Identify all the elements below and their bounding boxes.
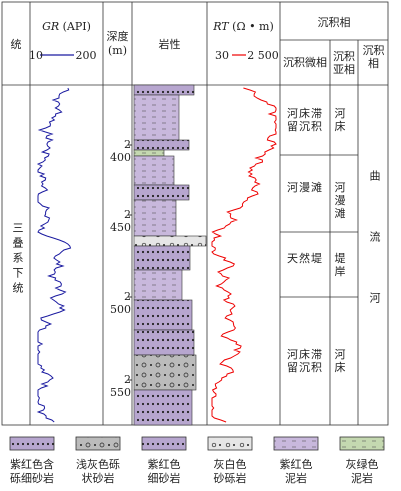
- microfacies: 河漫滩: [287, 180, 323, 194]
- subfacies: 堤岸: [334, 251, 346, 278]
- microfacies: 河床滞留沉积: [287, 107, 323, 133]
- legend-swatch: [141, 436, 187, 451]
- lithology-bed: [133, 299, 193, 331]
- legend-swatch: [75, 436, 121, 451]
- rt-curve: [211, 87, 277, 423]
- legend-label: 状砂岩: [81, 472, 115, 485]
- lithology-bed: [133, 245, 191, 271]
- lithology-bed: [133, 199, 177, 237]
- lithology-bed: [133, 149, 165, 157]
- microfacies: 河床滞留沉积: [287, 348, 323, 374]
- lithology-bed: [133, 139, 190, 151]
- legend-label: 浅灰色砾: [76, 458, 120, 471]
- scale-label: 200: [75, 49, 97, 62]
- lithology-bed: [133, 94, 180, 141]
- subfacies: 河漫滩: [334, 180, 346, 220]
- legend-label: 泥岩: [351, 472, 373, 485]
- legend-swatch: [273, 436, 319, 451]
- legend-label: 细砂岩: [147, 472, 181, 485]
- header: 深度: [106, 30, 129, 43]
- depth-tick-label: 2 400: [110, 138, 131, 164]
- depth-tick-label: 2 450: [110, 208, 131, 234]
- subfacies: 河床: [334, 107, 346, 133]
- legend-swatch: [9, 436, 55, 451]
- subfacies: 河床: [334, 348, 346, 374]
- header: RT (Ω • m): [207, 20, 280, 33]
- lithology-bed: [133, 329, 195, 356]
- depth-tick-label: 2 500: [110, 290, 131, 316]
- header: 沉积相: [317, 16, 351, 29]
- legend-label: 紫红色: [147, 458, 181, 471]
- header: 统: [10, 38, 22, 51]
- lithology-bed: [133, 269, 183, 301]
- microfacies: 天然堤: [287, 251, 323, 265]
- header: (API): [62, 20, 91, 33]
- gr-curve: [36, 87, 72, 423]
- header: 沉积相: [362, 44, 385, 70]
- legend-label: 砾细砂岩: [10, 472, 54, 485]
- header: 岩性: [158, 38, 181, 51]
- stratum: 三叠系下统: [11, 222, 24, 297]
- facies: 曲流河: [368, 170, 381, 353]
- legend-swatch: [339, 436, 385, 451]
- legend-label: 灰绿色: [345, 458, 379, 471]
- scale-label: 10: [29, 49, 43, 62]
- header: (m): [107, 44, 127, 57]
- legend-label: 泥岩: [285, 472, 307, 485]
- legend-label: 砂砾岩: [213, 472, 247, 485]
- lithology-bed: [133, 155, 175, 186]
- header: RT: [213, 20, 229, 33]
- legend-label: 紫红色: [279, 458, 313, 471]
- header: 沉积亚相: [333, 50, 355, 76]
- header: (Ω • m): [232, 20, 274, 33]
- legend-swatch: [207, 436, 253, 451]
- header: 沉积微相: [283, 56, 327, 69]
- lithology-bed: [133, 235, 207, 247]
- lithology-bed: [133, 389, 193, 426]
- legend-label: 紫红色含: [10, 458, 54, 471]
- lithology-bed: [133, 184, 190, 201]
- scale-label: 2 500: [247, 49, 279, 62]
- depth-tick-label: 2 550: [110, 373, 131, 399]
- header: GR: [42, 20, 60, 33]
- lithology-bed: [133, 84, 195, 96]
- legend-label: 灰白色: [213, 458, 247, 471]
- lithology-bed: [133, 354, 197, 391]
- scale-label: 30: [215, 49, 229, 62]
- header: GR (API): [30, 20, 103, 33]
